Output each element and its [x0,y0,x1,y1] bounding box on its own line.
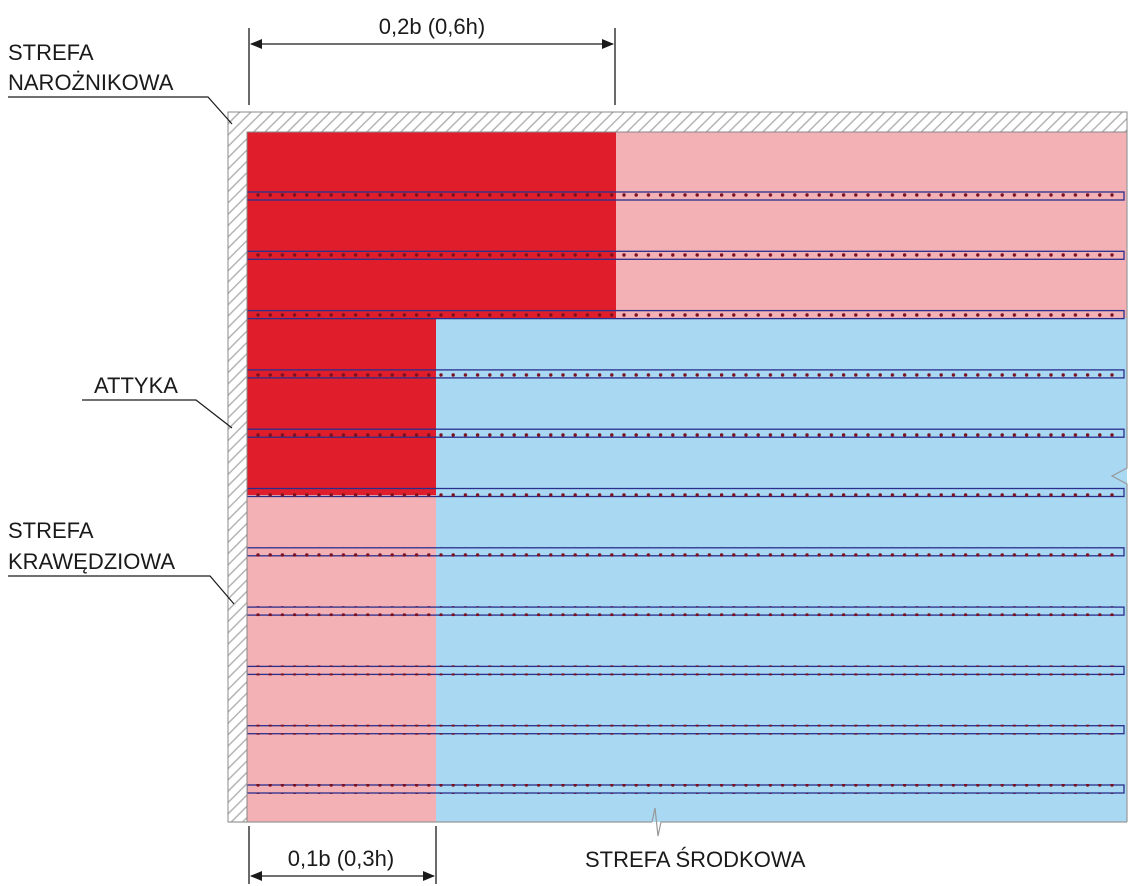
break-line-icon [651,807,1127,837]
roof-zones [247,132,1127,822]
edge-zone-left [247,495,436,822]
fastener-dots [249,428,1122,439]
edge-zone-label-line2: KRAWĘDZIOWA [8,549,175,574]
fastener-dots [249,487,1122,498]
fastener-dots [249,665,1122,676]
fastener-strip [246,487,1125,498]
fastener-strip [246,784,1125,794]
leader-line [82,399,233,429]
fastener-strip [246,309,1125,320]
fastener-strip [246,368,1125,379]
fastener-dots [249,784,1122,794]
leader-line [8,575,235,605]
edge-zone-label-line1: STREFA [8,518,94,543]
dimension-top: 0,2b (0,6h) [248,14,616,105]
fastener-dots [249,724,1122,735]
fastener-strip [246,665,1125,676]
fastener-dots [249,606,1122,617]
dimension-bottom: 0,1b (0,3h) [248,826,437,884]
fastener-dots [249,309,1122,320]
fastener-strip [246,250,1125,261]
fastener-strip [246,428,1125,439]
corner-zone-label-line2: NAROŻNIKOWA [8,70,174,95]
middle-zone [436,318,1127,822]
fastener-dots [249,546,1122,557]
fastener-strip [246,724,1125,735]
break-line-icon [1110,132,1128,822]
fastener-strip [246,546,1125,557]
callout-parapet: ATTYKA [82,373,233,429]
dimension-top-label: 0,2b (0,6h) [379,14,485,39]
parapet-walls [227,111,1128,837]
callout-corner-zone: STREFA NAROŻNIKOWA [8,40,233,125]
corner-zone-label-line1: STREFA [8,40,94,65]
parapet-label: ATTYKA [94,373,178,398]
fastener-strip [246,191,1125,201]
callout-edge-zone: STREFA KRAWĘDZIOWA [8,518,235,605]
fastener-dots [249,191,1122,201]
fastener-dots [249,368,1122,379]
leader-line [8,96,233,125]
edge-zone-top [616,132,1127,318]
corner-zone-lower [247,318,436,495]
dimension-bottom-label: 0,1b (0,3h) [288,846,394,871]
fastener-dots [249,250,1122,261]
corner-zone-upper [247,132,616,318]
fastener-strip [246,606,1125,617]
middle-zone-label: STREFA ŚRODKOWA [585,847,806,872]
